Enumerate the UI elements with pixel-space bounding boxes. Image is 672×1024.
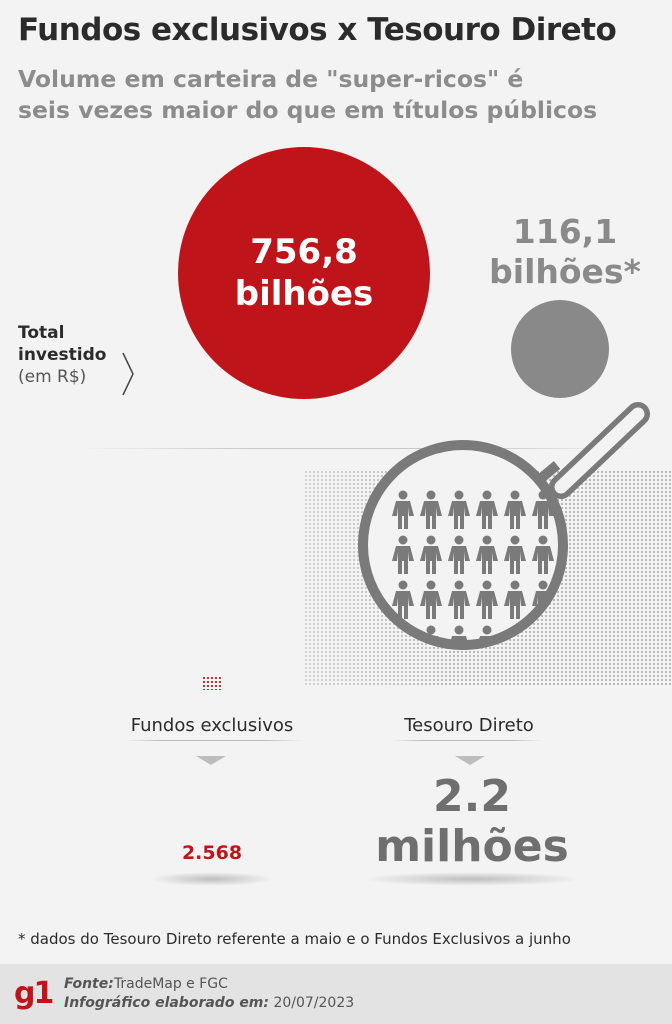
total-label-line-2: investido [18, 345, 107, 365]
fundos-investor-dots [202, 676, 222, 690]
fundos-investor-count: 2.568 [181, 842, 243, 864]
category-fundos-underline [126, 740, 302, 741]
section-divider [80, 448, 640, 449]
footer-source: Fonte:TradeMap e FGC [64, 976, 228, 992]
fundos-volume-unit: bilhões [234, 274, 374, 314]
footer-credit: Infográfico elaborado em: 20/07/2023 [64, 995, 354, 1011]
source-label: Fonte: [64, 976, 114, 992]
infographic-title: Fundos exclusivos x Tesouro Direto [18, 12, 617, 48]
credit-value: 20/07/2023 [273, 995, 355, 1011]
fundos-volume-number: 756,8 [250, 232, 358, 272]
chevron-down-icon [196, 756, 226, 765]
total-invested-label: Total investido (em R$) [18, 322, 106, 388]
category-tesouro-underline [392, 740, 542, 741]
magnifying-glass-icon [358, 402, 650, 650]
g1-logo: g1 [14, 976, 54, 1011]
credit-label: Infográfico elaborado em: [64, 995, 269, 1011]
tesouro-volume-unit: bilhões* [489, 252, 641, 291]
total-label-unit: (em R$) [18, 367, 87, 387]
subtitle-line-1: Volume em carteira de "super-ricos" é [18, 65, 524, 93]
category-fundos-label: Fundos exclusivos [130, 714, 294, 736]
tesouro-count-unit: milhões [375, 821, 569, 872]
tesouro-volume-value: 116,1 bilhões* [480, 212, 650, 292]
tesouro-volume-circle [511, 300, 609, 398]
fundos-count-shadow [150, 872, 274, 886]
tesouro-investor-count: 2.2 milhões [362, 772, 582, 872]
chevron-down-icon [455, 756, 485, 765]
category-tesouro-label: Tesouro Direto [404, 714, 534, 736]
infographic-subtitle: Volume em carteira de "super-ricos" é se… [18, 64, 597, 126]
fundos-volume-circle: 756,8 bilhões [178, 147, 430, 399]
footer-bar: g1 Fonte:TradeMap e FGC Infográfico elab… [0, 964, 672, 1024]
subtitle-line-2: seis vezes maior do que em títulos públi… [18, 96, 598, 124]
total-label-line-1: Total [18, 323, 65, 343]
tesouro-count-shadow [362, 872, 582, 886]
footnote: * dados do Tesouro Direto referente a ma… [18, 930, 571, 948]
tesouro-count-number: 2.2 [433, 771, 511, 822]
source-value: TradeMap e FGC [113, 976, 228, 992]
chevron-right-icon [122, 352, 134, 396]
tesouro-volume-number: 116,1 [512, 212, 618, 251]
